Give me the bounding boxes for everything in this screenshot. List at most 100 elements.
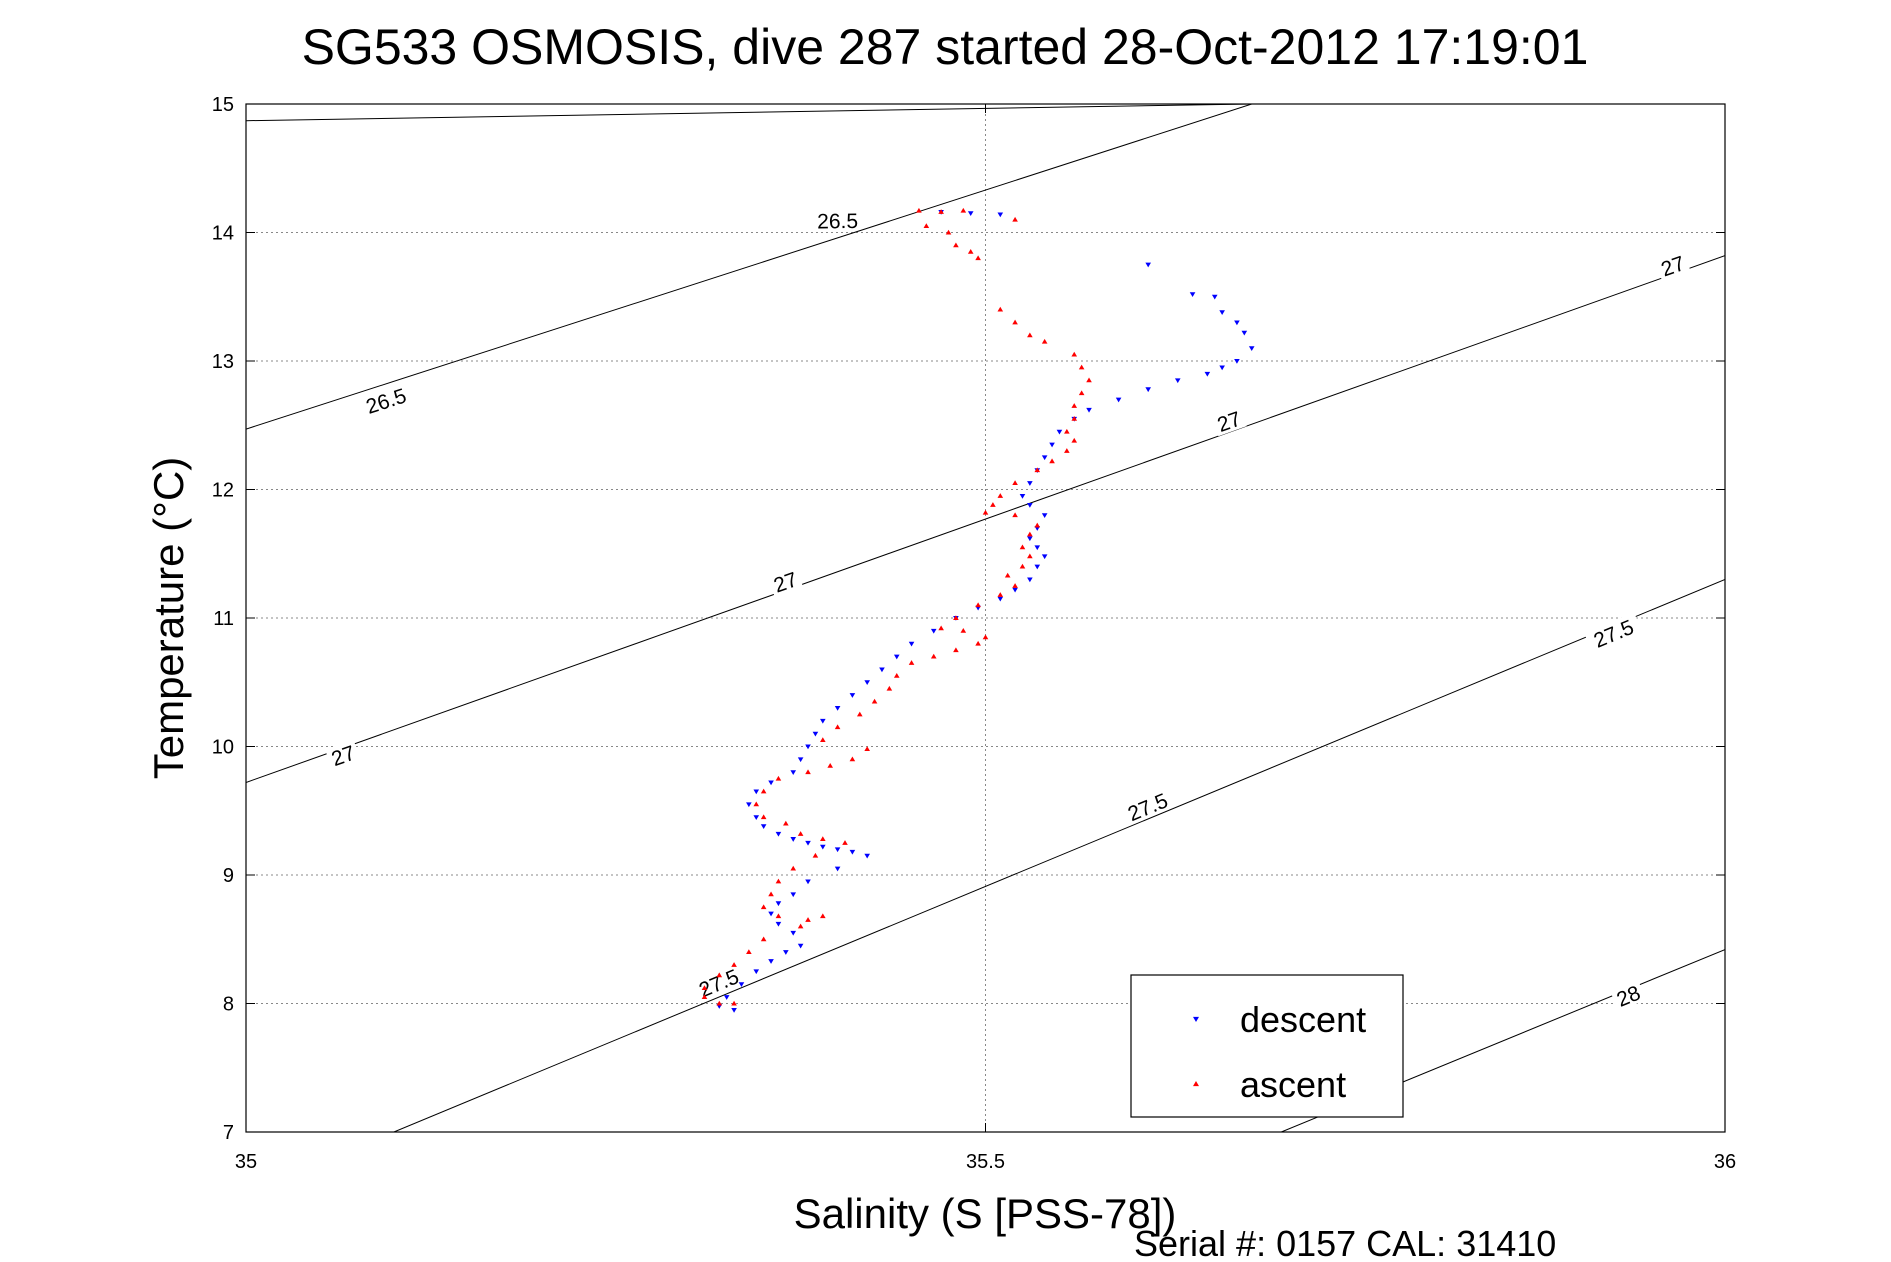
ascent-point (1034, 522, 1041, 528)
series-ascent (701, 207, 1092, 1006)
isopycnal-label-bg (1654, 249, 1691, 281)
descent-point (864, 680, 870, 686)
descent-point (760, 824, 767, 829)
isopycnal-label-bg (1584, 612, 1643, 654)
descent-point (834, 705, 841, 711)
ascent-point (775, 775, 782, 781)
descent-point (997, 596, 1004, 602)
y-tick-label: 10 (212, 737, 234, 759)
ascent-point (716, 972, 723, 978)
isopycnal-label-bg (767, 566, 803, 597)
ascent-point (760, 904, 767, 910)
ascent-point (849, 756, 856, 762)
ascent-point (997, 592, 1004, 597)
descent-point (1027, 577, 1033, 583)
x-tick-label: 36 (1714, 1151, 1736, 1173)
x-tick-label: 35.5 (966, 1151, 1005, 1173)
descent-point (746, 802, 752, 808)
descent-point (1219, 310, 1225, 315)
descent-point (1145, 387, 1151, 393)
chart-title: SG533 OSMOSIS, dive 287 started 28-Oct-2… (302, 19, 1589, 75)
descent-point (997, 212, 1004, 218)
descent-point (1241, 330, 1248, 336)
descent-point (1041, 513, 1048, 518)
series-descent (716, 209, 1255, 1013)
axis-ticks: 7 8 9 10 11 12 13 14 15 35 35.5 36 (212, 94, 1736, 1173)
descent-point (930, 628, 937, 634)
ascent-point (960, 628, 967, 633)
legend-box (1130, 974, 1404, 1118)
descent-point (790, 930, 797, 936)
descent-point (738, 982, 745, 988)
ascent-point (1078, 390, 1085, 396)
ascent-point (1049, 458, 1055, 464)
descent-point (1034, 564, 1041, 570)
descent-point (1041, 455, 1048, 461)
descent-point (820, 718, 826, 724)
descent-point (797, 943, 804, 949)
ascent-point (997, 493, 1004, 498)
descent-point (820, 844, 826, 850)
ascent-point (1012, 216, 1018, 222)
ascent-point (790, 865, 797, 871)
ascent-point (960, 207, 967, 213)
ascent-point (701, 994, 708, 1000)
ascent-point (731, 962, 737, 967)
isopycnal-line (246, 104, 1252, 430)
ascent-point (768, 891, 774, 897)
descent-point (790, 770, 797, 775)
ascent-point (938, 625, 944, 631)
y-tick-label: 11 (213, 608, 234, 630)
isopycnal-line (393, 578, 1725, 1132)
ascent-point (775, 878, 782, 884)
ascent-point (797, 923, 804, 929)
ascent-point (938, 209, 944, 214)
legend-ascent-symbol (1193, 1081, 1199, 1087)
ascent-point (1012, 319, 1018, 325)
ascent-point (945, 229, 952, 235)
ascent-point (746, 949, 752, 955)
isopycnal-label-bg (689, 961, 748, 1003)
ascent-point (886, 685, 893, 691)
descent-point (1211, 294, 1218, 300)
ascent-point (982, 509, 989, 515)
isopycnal-label-bg (1118, 785, 1177, 827)
y-tick-label: 13 (212, 351, 234, 373)
ascent-point (1012, 480, 1018, 486)
descent-point (1056, 429, 1063, 435)
serial-cal-note: Serial #: 0157 CAL: 31410 (1134, 1223, 1556, 1262)
isopycnal-label-bg (1610, 979, 1647, 1012)
descent-point (1248, 346, 1255, 351)
ascent-point (1071, 403, 1078, 408)
ascent-point (871, 698, 878, 704)
isopycnal-label-bg (356, 381, 415, 419)
ascent-point (953, 242, 959, 248)
descent-point (790, 837, 797, 842)
legend-ascent-label: ascent (1240, 1064, 1346, 1105)
isopycnal-label: 27.5 (1125, 789, 1172, 826)
descent-point (1204, 371, 1211, 377)
ascent-point (856, 711, 863, 717)
ascent-point (975, 640, 981, 646)
ascent-point (990, 502, 996, 507)
ascent-point (805, 917, 811, 922)
ascent-point (805, 769, 811, 775)
legend: descent ascent (1130, 974, 1404, 1118)
descent-point (1145, 262, 1151, 268)
descent-point (834, 847, 841, 853)
isopycnal-line (246, 255, 1725, 783)
descent-point (1234, 320, 1240, 326)
descent-point (805, 840, 811, 846)
descent-point (1034, 545, 1041, 551)
ascent-point (982, 634, 989, 640)
x-axis-label: Salinity (S [PSS-78]) (794, 1190, 1177, 1237)
y-axis-label: Temperature (°C) (145, 457, 192, 780)
descent-point (768, 959, 774, 964)
y-tick-label: 9 (223, 865, 234, 887)
descent-point (1174, 378, 1181, 384)
descent-point (1019, 493, 1026, 499)
ascent-point (864, 746, 870, 752)
x-tick-label: 35 (235, 1151, 257, 1173)
ascent-point (797, 831, 804, 836)
ascent-point (953, 615, 959, 620)
